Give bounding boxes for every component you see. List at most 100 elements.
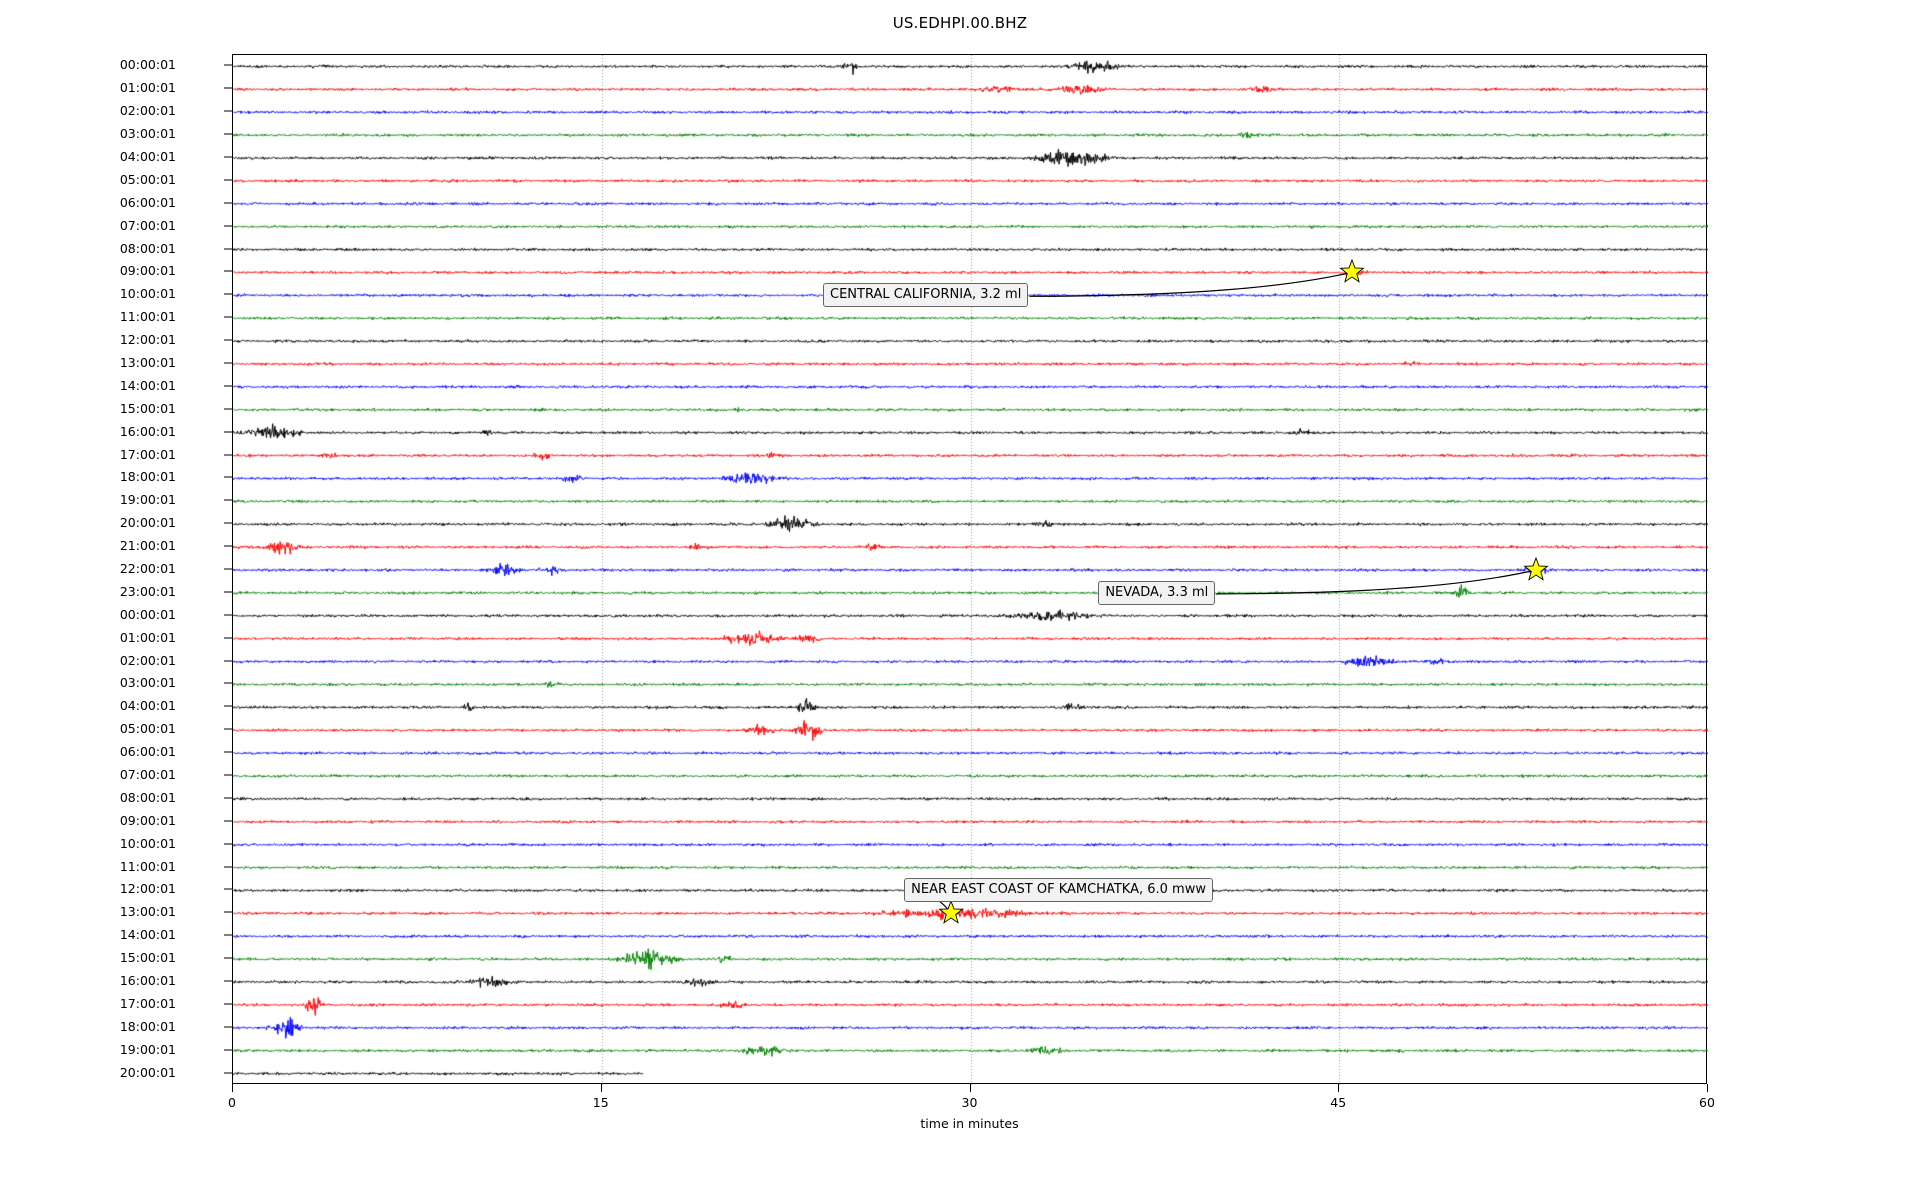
y-tick-label: 05:00:01	[119, 720, 176, 736]
y-tick-label: 08:00:01	[119, 789, 176, 805]
y-tick-label: 17:00:01	[119, 995, 176, 1011]
y-tick-mark	[224, 705, 232, 707]
y-tick-mark	[224, 476, 232, 478]
page-title: US.EDHPI.00.BHZ	[892, 14, 1028, 32]
y-tick-mark	[224, 820, 232, 822]
y-tick-label: 15:00:01	[119, 400, 176, 416]
y-tick-label: 02:00:01	[119, 652, 176, 668]
event-annotation-label: CENTRAL CALIFORNIA, 3.2 ml	[823, 283, 1029, 308]
y-tick-label: 13:00:01	[119, 904, 176, 920]
y-tick-mark	[224, 522, 232, 524]
x-tick-mark	[969, 1084, 971, 1092]
y-tick-label: 03:00:01	[119, 675, 176, 691]
y-tick-mark	[224, 110, 232, 112]
y-tick-mark	[224, 225, 232, 227]
event-annotation-label: NEVADA, 3.3 ml	[1098, 580, 1216, 605]
y-tick-mark	[224, 911, 232, 913]
x-tick-label: 15	[592, 1095, 609, 1110]
y-tick-label: 13:00:01	[119, 354, 176, 370]
y-tick-label: 19:00:01	[119, 492, 176, 508]
y-tick-mark	[224, 888, 232, 890]
y-tick-label: 22:00:01	[119, 560, 176, 576]
y-tick-label: 00:00:01	[119, 606, 176, 622]
x-tick-mark	[1338, 1084, 1340, 1092]
y-tick-mark	[224, 64, 232, 66]
y-tick-label: 02:00:01	[119, 102, 176, 118]
y-tick-label: 05:00:01	[119, 171, 176, 187]
y-tick-label: 09:00:01	[119, 263, 176, 279]
y-tick-label: 20:00:01	[119, 514, 176, 530]
y-tick-mark	[224, 1003, 232, 1005]
x-axis-title: time in minutes	[920, 1116, 1019, 1131]
y-tick-label: 09:00:01	[119, 812, 176, 828]
y-tick-mark	[224, 362, 232, 364]
y-tick-label: 01:00:01	[119, 629, 176, 645]
y-tick-mark	[224, 591, 232, 593]
y-tick-mark	[224, 156, 232, 158]
x-tick-mark	[232, 1084, 233, 1092]
event-star-icon	[1338, 259, 1365, 284]
y-tick-mark	[224, 1072, 232, 1074]
y-tick-mark	[224, 179, 232, 181]
y-tick-label: 03:00:01	[119, 125, 176, 141]
annotation-leader-line	[1029, 271, 1352, 297]
y-tick-mark	[224, 957, 232, 959]
y-tick-mark	[224, 87, 232, 89]
y-tick-mark	[224, 316, 232, 318]
event-star-icon	[938, 900, 964, 925]
y-tick-mark	[224, 637, 232, 639]
y-tick-mark	[224, 248, 232, 250]
y-tick-label: 10:00:01	[119, 286, 176, 302]
y-tick-label: 08:00:01	[119, 240, 176, 256]
event-annotation-label: NEAR EAST COAST OF KAMCHATKA, 6.0 mww	[904, 878, 1213, 903]
y-tick-mark	[224, 133, 232, 135]
y-tick-label: 04:00:01	[119, 698, 176, 714]
y-tick-label: 17:00:01	[119, 446, 176, 462]
y-tick-label: 16:00:01	[119, 972, 176, 988]
y-tick-label: 06:00:01	[119, 743, 176, 759]
x-tick-label: 60	[1699, 1095, 1715, 1110]
y-tick-label: 12:00:01	[119, 881, 176, 897]
x-tick-label: 30	[961, 1095, 978, 1110]
y-axis: 00:00:01 01:00:01 02:00:01 03:00:01 04:00:01…	[0, 54, 232, 1084]
y-tick-mark	[224, 568, 232, 570]
y-tick-label: 11:00:01	[119, 308, 176, 324]
y-tick-mark	[224, 866, 232, 868]
y-tick-mark	[224, 385, 232, 387]
x-tick-mark	[1707, 1084, 1708, 1092]
y-tick-label: 23:00:01	[119, 583, 176, 599]
y-tick-label: 11:00:01	[119, 858, 176, 874]
y-tick-mark	[224, 1026, 232, 1028]
y-tick-label: 15:00:01	[119, 949, 176, 965]
event-star-icon	[1523, 557, 1549, 581]
y-tick-label: 19:00:01	[119, 1041, 176, 1057]
y-tick-mark	[224, 293, 232, 295]
y-tick-label: 07:00:01	[119, 766, 176, 782]
y-tick-mark	[224, 728, 232, 730]
x-tick-label: 45	[1330, 1095, 1347, 1110]
annotation-leader-line	[1216, 569, 1537, 595]
x-axis: 0 15 30 45 60	[228, 1084, 1715, 1164]
y-tick-mark	[224, 545, 232, 547]
y-tick-mark	[224, 454, 232, 456]
y-tick-label: 20:00:01	[119, 1064, 176, 1080]
y-tick-label: 10:00:01	[119, 835, 176, 851]
y-tick-mark	[224, 270, 232, 272]
y-tick-mark	[224, 408, 232, 410]
y-tick-mark	[224, 614, 232, 616]
x-tick-mark	[600, 1084, 602, 1092]
y-tick-mark	[224, 980, 232, 982]
seismogram-canvas	[233, 55, 1708, 1085]
y-tick-label: 16:00:01	[119, 423, 176, 439]
plot-area: CENTRAL CALIFORNIA, 3.2 ml NEVADA, 3.3 ml…	[232, 54, 1708, 1085]
y-tick-mark	[224, 431, 232, 433]
y-tick-mark	[224, 751, 232, 753]
x-tick-label: 0	[228, 1095, 236, 1110]
y-tick-label: 06:00:01	[119, 194, 176, 210]
y-tick-label: 12:00:01	[119, 331, 176, 347]
y-tick-mark	[224, 499, 232, 501]
y-tick-label: 00:00:01	[119, 57, 176, 73]
y-tick-mark	[224, 934, 232, 936]
y-tick-label: 04:00:01	[119, 148, 176, 164]
